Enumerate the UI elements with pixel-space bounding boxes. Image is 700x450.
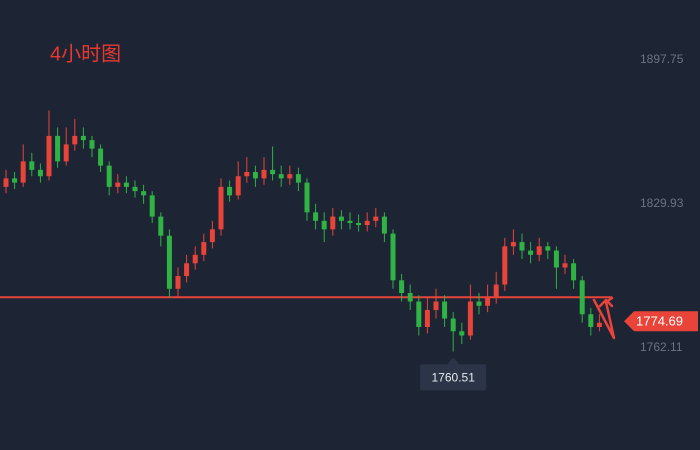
candle-body <box>55 135 61 162</box>
candle-body <box>80 135 86 141</box>
low-marker-label: 1760.51 <box>432 371 476 385</box>
candle-body <box>485 297 491 306</box>
candle-body <box>433 301 439 311</box>
candle-body <box>37 169 43 177</box>
candle-body <box>459 331 465 336</box>
candle-body <box>467 301 473 336</box>
candle-body <box>63 144 69 162</box>
candle-body <box>115 182 121 187</box>
candle-body <box>295 174 301 183</box>
candle-body <box>149 195 155 217</box>
candle-body <box>493 284 499 298</box>
candle-body <box>123 182 129 187</box>
candle-body <box>536 246 542 255</box>
candle-body <box>416 301 422 328</box>
candle-body <box>20 161 26 183</box>
candle-body <box>528 250 534 255</box>
candle-body <box>12 178 18 183</box>
y-tick-label: 1762.11 <box>640 340 683 354</box>
candle-body <box>132 186 138 192</box>
hand-drawn-arrow <box>592 296 616 340</box>
candle-body <box>175 276 181 289</box>
candle-body <box>166 235 172 289</box>
candle-body <box>29 161 35 170</box>
candle-body <box>330 216 336 230</box>
candle-body <box>588 314 594 328</box>
candle-body <box>3 178 9 187</box>
candle-body <box>141 191 147 196</box>
candle-body <box>381 216 387 234</box>
candle-body <box>545 246 551 251</box>
candle-body <box>476 301 482 306</box>
last-price-label: 1774.69 <box>636 314 683 329</box>
candle-body <box>278 174 284 179</box>
candle-body <box>579 280 585 315</box>
candle-body <box>313 212 319 221</box>
candle-body <box>192 254 198 264</box>
candle-body <box>364 220 370 226</box>
last-price-box <box>624 311 698 332</box>
candle-body <box>356 222 362 226</box>
candle-body <box>338 216 344 221</box>
candle-body <box>244 172 250 177</box>
candle-body <box>270 169 276 175</box>
candle-body <box>390 233 396 281</box>
candle-body <box>158 216 164 236</box>
candle-body <box>98 148 104 166</box>
candle-body <box>347 220 353 223</box>
candle-body <box>553 250 559 268</box>
candle-body <box>106 165 112 187</box>
candle-body <box>373 216 379 221</box>
y-tick-label: 1897.75 <box>640 52 684 66</box>
candle-body <box>72 135 78 145</box>
candle-body <box>442 301 448 319</box>
candle-body <box>218 186 224 230</box>
candle-body <box>89 140 95 149</box>
candle-body <box>184 263 190 277</box>
candle-body <box>201 242 207 255</box>
candle-body <box>407 293 413 302</box>
candle-body <box>450 318 456 332</box>
chart-title: 4小时图 <box>50 42 121 65</box>
candle-body <box>235 176 241 196</box>
candle-body <box>46 135 52 177</box>
candle-body <box>209 229 215 243</box>
low-marker-pointer <box>447 357 460 365</box>
candle-body <box>227 186 233 196</box>
candle-body <box>321 220 327 230</box>
candle-body <box>287 174 293 179</box>
candle-body <box>519 242 525 251</box>
candle-body <box>399 280 405 294</box>
candle-body <box>596 322 602 328</box>
candle-body <box>424 310 430 328</box>
candle-body <box>562 263 568 268</box>
candle-body <box>571 263 577 281</box>
candle-body <box>304 182 310 213</box>
candle-body <box>510 242 516 247</box>
y-tick-label: 1829.93 <box>640 196 684 210</box>
candle-body <box>252 172 258 179</box>
candle-body <box>261 169 267 179</box>
candle-body <box>502 246 508 285</box>
low-marker-box <box>420 364 487 391</box>
